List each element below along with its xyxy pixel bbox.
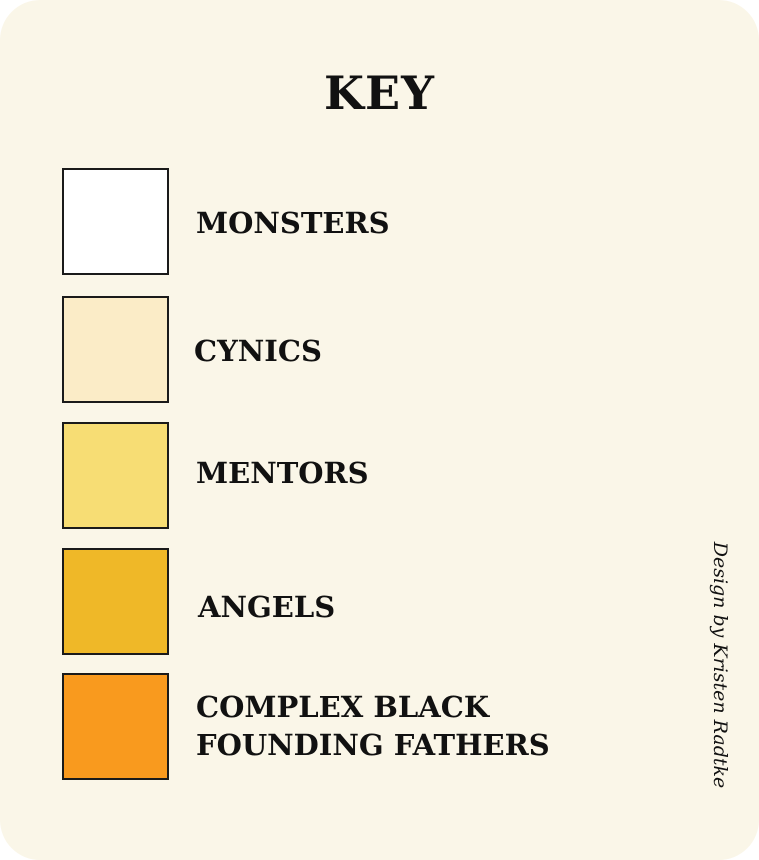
legend-item-label: MENTORS — [196, 456, 369, 490]
color-swatch — [62, 422, 169, 529]
legend-item-label-line: FOUNDING FATHERS — [196, 728, 550, 762]
legend-item-label: MONSTERS — [196, 206, 390, 240]
color-swatch — [62, 296, 169, 403]
designer-credit-text: Design by Kristen Radtke — [709, 541, 731, 789]
legend-item-label: COMPLEX BLACK FOUNDING FATHERS — [196, 688, 550, 764]
legend-title: KEY — [324, 66, 435, 120]
color-swatch — [62, 673, 169, 780]
legend-item-label: CYNICS — [194, 334, 322, 368]
legend-item-label: ANGELS — [198, 590, 336, 624]
legend-item-label-line: COMPLEX BLACK — [196, 690, 490, 724]
color-swatch — [62, 548, 169, 655]
color-swatch — [62, 168, 169, 275]
